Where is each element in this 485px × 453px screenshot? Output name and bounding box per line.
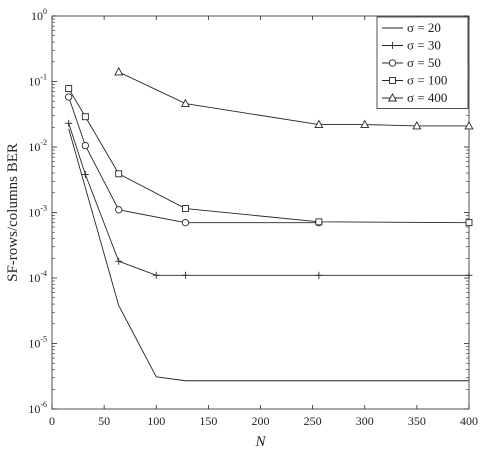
data-point — [180, 98, 190, 108]
data-point — [115, 257, 123, 265]
x-tick-label: 50 — [98, 414, 110, 428]
y-axis-ticks: 100 10-1 10-2 10-3 10-4 10-5 10-6 — [28, 7, 469, 416]
legend-marker — [389, 42, 396, 49]
series-1 — [65, 119, 473, 279]
data-point — [314, 119, 324, 129]
x-tick-label: 200 — [252, 414, 270, 428]
series-line — [68, 88, 470, 224]
data-point — [65, 119, 73, 127]
y-tick-label: 10-1 — [28, 73, 47, 89]
series-0 — [68, 128, 469, 382]
legend-item: σ = 50 — [382, 55, 441, 70]
data-point — [412, 120, 422, 130]
data-point — [114, 66, 124, 76]
data-point — [181, 205, 189, 212]
data-point — [81, 141, 90, 150]
legend-marker — [387, 93, 398, 102]
data-point — [360, 119, 370, 129]
y-tick-label: 10-6 — [28, 400, 47, 416]
x-tick-label: 250 — [304, 414, 322, 428]
legend-item: σ = 30 — [382, 38, 441, 53]
legend-label: σ = 30 — [407, 38, 441, 53]
y-tick-label: 100 — [31, 7, 47, 23]
x-tick-label: 150 — [199, 414, 217, 428]
series-4 — [114, 66, 474, 130]
data-point — [152, 271, 160, 279]
data-point — [465, 219, 473, 227]
y-tick-label: 10-4 — [28, 269, 47, 285]
legend-marker — [389, 77, 396, 84]
y-tick-label: 10-3 — [28, 204, 47, 220]
legend-label: σ = 100 — [407, 73, 447, 88]
series-line — [68, 128, 469, 382]
series-line — [118, 71, 469, 127]
x-tick-label: 300 — [356, 414, 374, 428]
legend-label: σ = 20 — [407, 20, 441, 35]
x-tick-label: 0 — [49, 414, 55, 428]
legend-item: σ = 100 — [382, 73, 447, 88]
x-tick-label: 100 — [147, 414, 165, 428]
data-point — [315, 218, 323, 226]
legend-marker — [388, 59, 397, 67]
x-axis-title: N — [254, 434, 266, 450]
series-2 — [65, 93, 323, 227]
data-point — [465, 271, 473, 279]
series-line — [68, 123, 469, 276]
x-tick-label: 400 — [460, 414, 478, 428]
data-point — [464, 120, 474, 130]
data-point — [65, 85, 73, 93]
data-point — [115, 170, 123, 178]
y-axis-title: SF-rows/columns BER — [5, 143, 21, 282]
y-tick-label: 10-2 — [28, 138, 47, 154]
legend-label: σ = 400 — [407, 90, 447, 105]
data-point — [115, 206, 123, 214]
legend-item: σ = 20 — [382, 20, 441, 35]
data-point — [181, 271, 189, 279]
legend-item: σ = 400 — [382, 90, 447, 105]
x-axis-ticks: 0 50 100 150 200 250 300 350 400 — [49, 16, 478, 428]
series-3 — [65, 85, 473, 227]
legend-label: σ = 50 — [407, 55, 441, 70]
data-point — [81, 171, 89, 179]
series-line — [68, 96, 319, 224]
data-point — [315, 271, 323, 279]
x-tick-label: 350 — [408, 414, 426, 428]
data-point — [81, 113, 89, 121]
data-point — [181, 218, 190, 227]
y-tick-label: 10-5 — [28, 335, 47, 351]
legend: σ = 20 σ = 30 σ = 50 σ = 100 σ = 400 — [376, 16, 469, 109]
data-point — [65, 93, 73, 101]
